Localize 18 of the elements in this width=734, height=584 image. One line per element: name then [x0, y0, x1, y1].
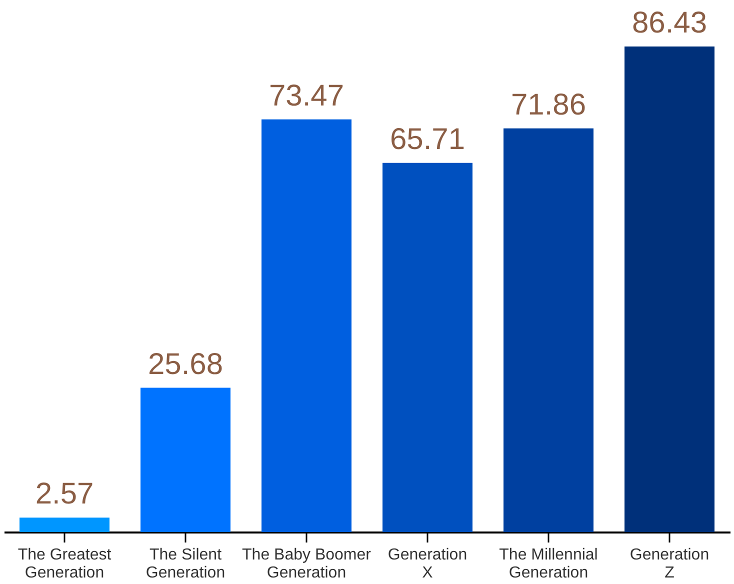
bar — [504, 128, 594, 532]
data-label: 25.68 — [148, 348, 224, 381]
data-label: 86.43 — [632, 6, 708, 40]
bar — [262, 119, 352, 532]
bar — [20, 518, 110, 532]
data-label: 2.57 — [35, 478, 94, 511]
x-tick-label: Generation X — [388, 546, 468, 582]
x-tick-label: Generation Z — [630, 546, 710, 582]
x-tick-label: The Greatest Generation — [18, 546, 112, 582]
x-tick-label: The Millennial Generation — [499, 546, 598, 582]
data-label: 73.47 — [268, 79, 344, 112]
bar — [140, 388, 230, 532]
bar — [382, 162, 472, 532]
data-label: 71.86 — [510, 88, 586, 122]
data-label: 65.71 — [390, 122, 466, 156]
x-tick-label: The Silent Generation — [146, 546, 226, 582]
x-tick-label: The Baby Boomer Generation — [242, 546, 372, 582]
bar — [624, 46, 714, 532]
